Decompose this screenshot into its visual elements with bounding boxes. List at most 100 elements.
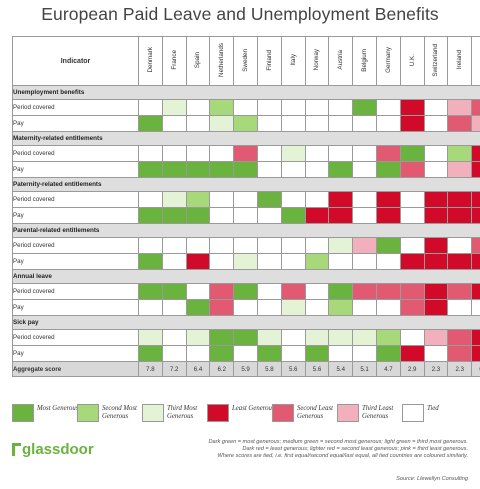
legend-label: Tied: [427, 405, 439, 412]
rating-cell: [209, 237, 235, 254]
rating-cell: [423, 345, 449, 362]
rating-cell: [304, 115, 330, 132]
rating-cell: [185, 299, 211, 316]
rating-cell: [233, 99, 258, 116]
aggregate-score: 4.7: [375, 361, 401, 377]
rating-cell: [375, 299, 401, 316]
aggregate-score: 5.6: [304, 361, 330, 377]
rating-cell: [233, 345, 258, 362]
rating-cell: [447, 237, 473, 254]
legend: Most Generous Second Most Generous Third M…: [12, 400, 468, 428]
rating-cell: [471, 253, 480, 270]
rating-cell: [328, 99, 354, 116]
rating-cell: [138, 145, 163, 162]
color-notes: Dark green = most generous; medium green…: [148, 439, 468, 461]
rating-cell: [304, 161, 330, 178]
legend-label: Third Least Generous: [362, 405, 394, 420]
rating-cell: [161, 207, 187, 224]
source-note: Source: Llewellyn Consulting: [396, 476, 468, 482]
country-label: Italy: [289, 54, 297, 66]
rating-cell: [447, 207, 473, 224]
rating-cell: [352, 99, 377, 116]
aggregate-score: 0.3: [471, 361, 480, 377]
rating-cell: [471, 145, 480, 162]
rating-cell: [185, 329, 211, 346]
rating-cell: [138, 329, 163, 346]
rating-cell: [185, 207, 211, 224]
rating-cell: [233, 253, 258, 270]
rating-cell: [280, 161, 306, 178]
rating-cell: [256, 207, 282, 224]
rating-cell: [328, 145, 354, 162]
rating-cell: [423, 191, 449, 208]
aggregate-score: 5.8: [256, 361, 282, 377]
country-label: Ireland: [456, 50, 464, 70]
rating-cell: [447, 253, 473, 270]
rating-cell: [471, 299, 480, 316]
rating-cell: [209, 191, 235, 208]
table-header-row: Indicator Denmark France Spain Netherlands S…: [12, 36, 480, 86]
rating-cell: [447, 299, 473, 316]
rating-cell: [328, 345, 354, 362]
rating-cell: [256, 161, 282, 178]
country-header: U.S.: [471, 36, 480, 86]
rating-cell: [399, 299, 425, 316]
rating-cell: [471, 207, 480, 224]
rating-cell: [161, 283, 187, 300]
rating-cell: [185, 345, 211, 362]
rating-cell: [138, 299, 163, 316]
aggregate-score: 7.2: [161, 361, 187, 377]
rating-cell: [161, 145, 187, 162]
country-header: Finland: [256, 36, 282, 86]
rating-cell: [471, 115, 480, 132]
rating-cell: [328, 115, 354, 132]
rating-cell: [352, 207, 377, 224]
glassdoor-mark-icon: [12, 442, 21, 456]
row-label: Pay: [12, 161, 139, 178]
rating-cell: [304, 237, 330, 254]
rating-cell: [399, 237, 425, 254]
rating-cell: [233, 283, 258, 300]
country-label: Belgium: [361, 48, 369, 72]
aggregate-score: 6.4: [185, 361, 211, 377]
rating-cell: [280, 145, 306, 162]
rating-cell: [352, 191, 377, 208]
rating-cell: [280, 345, 306, 362]
legend-swatch: [77, 404, 99, 422]
rating-cell: [352, 283, 377, 300]
country-header: Sweden: [233, 36, 258, 86]
rating-cell: [256, 145, 282, 162]
rating-cell: [256, 115, 282, 132]
rating-cell: [375, 161, 401, 178]
section-title: Unemployment benefits: [12, 85, 480, 100]
rating-cell: [471, 237, 480, 254]
rating-cell: [233, 329, 258, 346]
rating-cell: [280, 115, 306, 132]
rating-cell: [280, 99, 306, 116]
aggregate-score: 6.2: [209, 361, 235, 377]
rating-cell: [423, 161, 449, 178]
table-row: Period covered: [12, 99, 480, 116]
section-title: Maternity-related entitlements: [12, 131, 480, 146]
legend-swatch: [12, 404, 34, 422]
legend-swatch: [337, 404, 359, 422]
section-title: Annual leave: [12, 269, 480, 284]
country-header: Austria: [328, 36, 354, 86]
rating-cell: [352, 145, 377, 162]
rating-cell: [399, 345, 425, 362]
rating-cell: [209, 299, 235, 316]
rating-cell: [352, 161, 377, 178]
row-label: Pay: [12, 345, 139, 362]
rating-cell: [399, 329, 425, 346]
rating-cell: [328, 237, 354, 254]
rating-cell: [423, 299, 449, 316]
aggregate-score: 2.9: [399, 361, 425, 377]
table-row: Pay: [12, 161, 480, 178]
country-label: France: [170, 50, 178, 70]
rating-cell: [423, 115, 449, 132]
country-header: Denmark: [138, 36, 163, 86]
section-header-row: Annual leave: [12, 269, 480, 284]
row-label: Pay: [12, 115, 139, 132]
rating-cell: [447, 283, 473, 300]
rating-cell: [233, 115, 258, 132]
